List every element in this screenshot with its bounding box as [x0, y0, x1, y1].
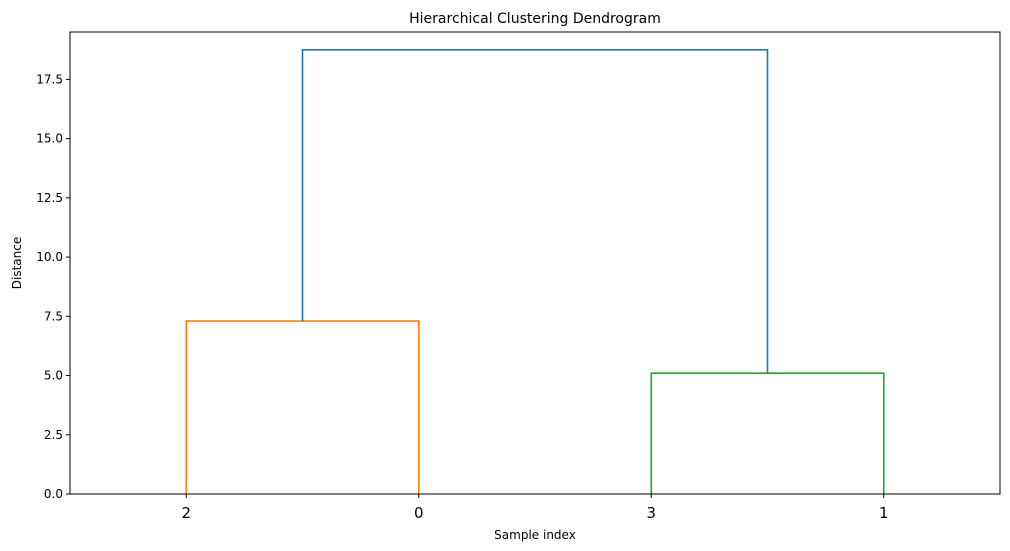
- y-tick-label: 7.5: [44, 309, 63, 323]
- dendrogram-link: [301, 48, 769, 374]
- y-axis-label: Distance: [10, 237, 24, 289]
- y-axis-ticks: 0.0 2.5 5.0 7.5 10.0 12.5 15.0 17.5: [36, 72, 70, 501]
- y-tick-label: 2.5: [44, 428, 63, 442]
- x-axis-label: Sample index: [494, 528, 576, 542]
- dendrogram-link: [185, 320, 420, 494]
- leaf-label: 1: [879, 504, 889, 522]
- leaf-label: 0: [414, 504, 424, 522]
- y-tick-label: 5.0: [44, 369, 63, 383]
- y-tick-label: 17.5: [36, 72, 63, 86]
- chart-title: Hierarchical Clustering Dendrogram: [409, 11, 661, 27]
- y-tick-label: 15.0: [36, 132, 63, 146]
- dendrogram-links: [185, 48, 885, 494]
- y-tick-label: 10.0: [36, 250, 63, 264]
- y-tick-label: 0.0: [44, 487, 63, 501]
- y-tick-label: 12.5: [36, 191, 63, 205]
- leaf-label: 3: [646, 504, 656, 522]
- plot-frame: [69, 31, 1001, 495]
- dendrogram-link: [650, 372, 885, 494]
- leaf-label: 2: [181, 504, 191, 522]
